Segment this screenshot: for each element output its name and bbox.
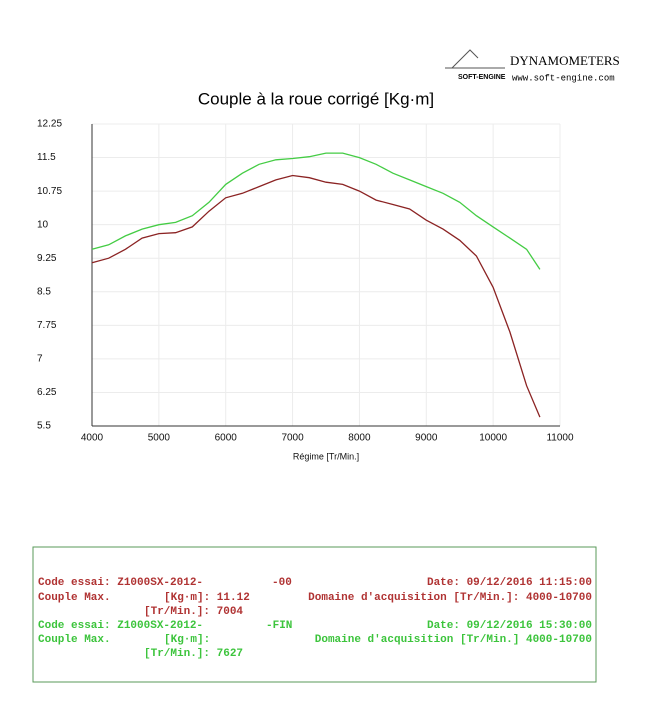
x-axis-label: Régime [Tr/Min.]	[293, 451, 359, 461]
rpm: [Tr/Min.]: 7004	[144, 606, 243, 618]
y-tick-label: 8.5	[37, 286, 51, 297]
code-end: -FIN	[266, 620, 292, 632]
date: Date: 09/12/2016 15:30:00	[427, 620, 592, 632]
couple: Couple Max.	[38, 592, 111, 604]
couple-val: [Kg·m]:	[164, 634, 210, 646]
domain: Domaine d'acquisition [Tr/Min.] 4000-107…	[315, 634, 592, 646]
code: Code essai: Z1000SX-2012-	[38, 577, 203, 589]
code: Code essai: Z1000SX-2012-	[38, 620, 203, 632]
y-tick-label: 10	[37, 219, 49, 230]
y-tick-label: 5.5	[37, 421, 51, 432]
y-tick-label: 10.75	[37, 186, 62, 197]
y-tick-label: 7	[37, 354, 43, 365]
x-tick-label: 10000	[479, 433, 507, 444]
date: Date: 09/12/2016 11:15:00	[427, 577, 592, 589]
y-tick-label: 12.25	[37, 119, 62, 130]
y-tick-label: 11.5	[37, 152, 56, 163]
torque-line	[91, 174, 541, 418]
rpm: [Tr/Min.]: 7627	[144, 648, 243, 660]
x-tick-label: 4000	[81, 433, 104, 444]
y-tick-label: 7.75	[37, 320, 57, 331]
code-end: -00	[272, 577, 292, 589]
x-tick-label: 11000	[546, 433, 574, 444]
logo-brand: DYNAMOMETERS	[510, 53, 620, 68]
domain: Domaine d'acquisition [Tr/Min.]: 4000-10…	[308, 592, 592, 604]
x-tick-label: 5000	[148, 433, 171, 444]
y-tick-label: 6.25	[37, 387, 57, 398]
couple-val: [Kg·m]: 11.12	[164, 592, 250, 604]
info-box	[32, 546, 597, 683]
torque-line	[91, 152, 541, 270]
logo-mark: SOFT-ENGINE	[458, 74, 506, 81]
logo-url: www.soft-engine.com	[512, 73, 615, 83]
y-tick-label: 9.25	[37, 253, 57, 264]
x-tick-label: 7000	[281, 433, 304, 444]
plot: 5.5 6.25 7 7.75 8.5 9.25 10 10.75 11.5 12.25 4000 5…	[37, 119, 574, 444]
couple: Couple Max.	[38, 634, 111, 646]
x-tick-label: 9000	[415, 433, 438, 444]
chart-title: Couple à la roue corrigé [Kg·m]	[198, 89, 434, 108]
x-tick-label: 6000	[215, 433, 238, 444]
info: Code essai: Z1000SX-2012- -00 Date: 09/1…	[38, 577, 592, 660]
x-tick-label: 8000	[348, 433, 371, 444]
logo-icon	[445, 49, 505, 69]
